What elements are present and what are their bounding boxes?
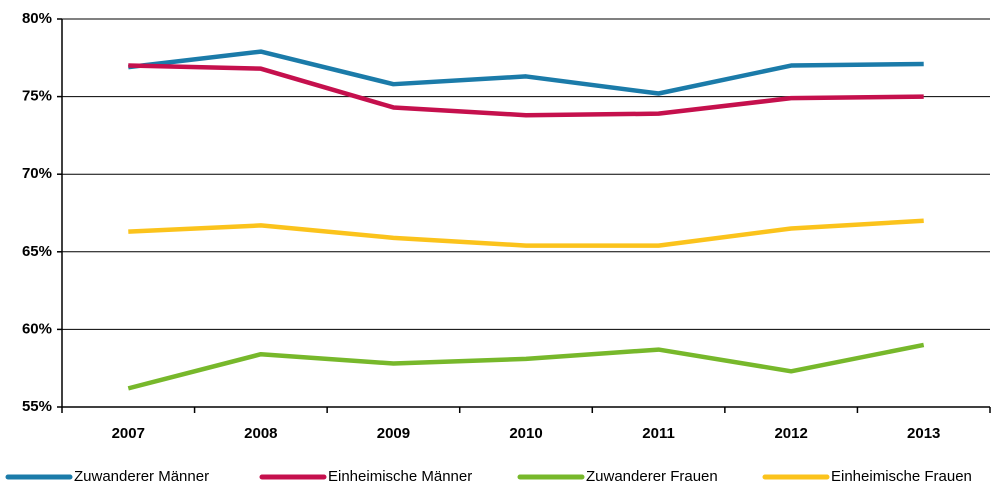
y-tick-label: 70% <box>22 165 52 182</box>
y-tick-label: 60% <box>22 320 52 337</box>
legend-label: Zuwanderer Frauen <box>586 468 718 485</box>
x-tick-label: 2008 <box>244 425 277 442</box>
legend-label: Einheimische Männer <box>328 468 472 485</box>
data-line <box>127 342 925 391</box>
x-tick-label: 2010 <box>509 425 542 442</box>
data-line <box>128 218 924 248</box>
y-tick-label: 55% <box>22 398 52 415</box>
y-tick-label: 75% <box>22 88 52 105</box>
x-tick-label: 2007 <box>112 425 145 442</box>
data-line <box>128 49 924 96</box>
data-line <box>128 63 924 118</box>
x-tick-label: 2013 <box>907 425 940 442</box>
legend-label: Zuwanderer Männer <box>74 468 209 485</box>
x-tick-label: 2012 <box>774 425 807 442</box>
legend-label: Einheimische Frauen <box>831 468 972 485</box>
y-tick-label: 65% <box>22 243 52 260</box>
x-tick-label: 2009 <box>377 425 410 442</box>
x-tick-label: 2011 <box>642 425 675 442</box>
y-tick-label: 80% <box>22 10 52 27</box>
